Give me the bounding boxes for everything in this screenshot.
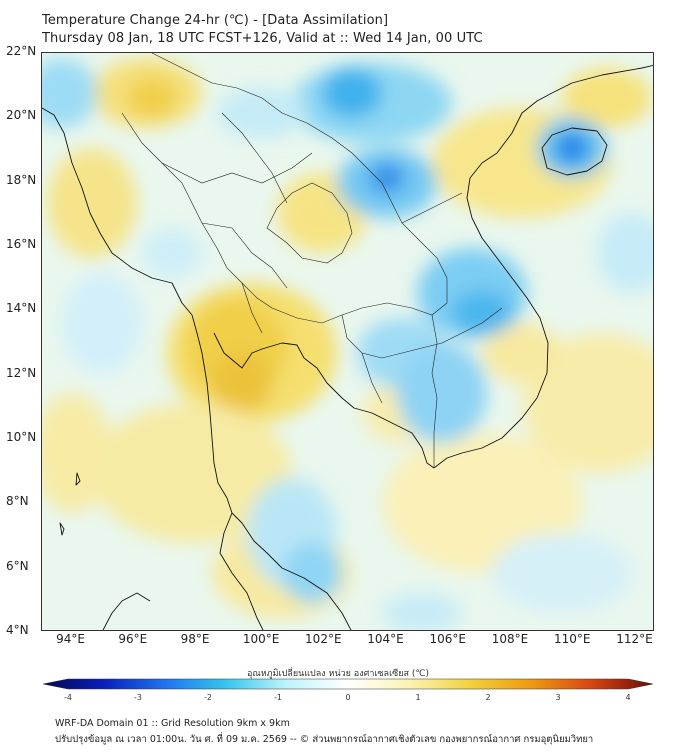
borders	[121, 53, 503, 468]
lon-label: 110°E	[553, 632, 591, 646]
chart-title: Temperature Change 24-hr (℃) - [Data Ass…	[42, 13, 389, 28]
colorbar-tick-label: -4	[64, 693, 72, 702]
lat-label: 22°N	[6, 44, 37, 58]
lat-label: 6°N	[6, 558, 29, 573]
lon-label: 96°E	[118, 632, 148, 646]
lon-label: 98°E	[180, 632, 210, 646]
colorbar-tick-label: -2	[204, 693, 212, 702]
colorbar-tick-label: 1	[415, 693, 421, 702]
lon-label: 106°E	[429, 632, 467, 646]
colorbar-tick-label: 3	[555, 693, 561, 702]
colorbar-title: อุณหภูมิเปลี่ยนแปลง หน่วย องศาเซลเซียส (…	[246, 669, 430, 679]
lat-label: 4°N	[6, 623, 29, 637]
lon-label: 112°E	[616, 632, 653, 646]
footer-domain-info: WRF-DA Domain 01 :: Grid Resolution 9km …	[55, 718, 290, 729]
lon-label: 102°E	[305, 632, 342, 646]
colorbar-tick-label: 0	[345, 693, 351, 702]
lon-label: 94°E	[56, 632, 85, 646]
lat-label: 8°N	[6, 494, 29, 509]
temperature-change-map[interactable]	[41, 52, 654, 631]
lon-label: 100°E	[242, 632, 280, 646]
lon-label: 108°E	[491, 632, 529, 646]
lat-label: 14°N	[6, 301, 37, 316]
lat-label: 12°N	[6, 365, 37, 380]
footer-update-info: ปรับปรุงข้อมูล ณ เวลา 01:00น. วัน ศ. ที่…	[55, 734, 594, 745]
lat-label: 18°N	[6, 172, 37, 187]
chart-subtitle: Thursday 08 Jan, 18 UTC FCST+126, Valid …	[42, 31, 483, 46]
lat-label: 10°N	[6, 430, 37, 444]
lat-label: 20°N	[6, 108, 37, 123]
colorbar	[42, 678, 654, 690]
map-canvas	[42, 53, 653, 630]
temperature-field	[42, 58, 653, 630]
coastlines	[42, 64, 653, 630]
lat-label: 16°N	[6, 237, 37, 251]
colorbar-ramp	[42, 678, 654, 690]
lon-label: 104°E	[367, 632, 404, 646]
colorbar-tick-label: 4	[625, 693, 631, 702]
colorbar-tick-label: 2	[485, 693, 491, 702]
colorbar-tick-label: -3	[134, 693, 142, 702]
colorbar-tick-label: -1	[274, 693, 282, 702]
